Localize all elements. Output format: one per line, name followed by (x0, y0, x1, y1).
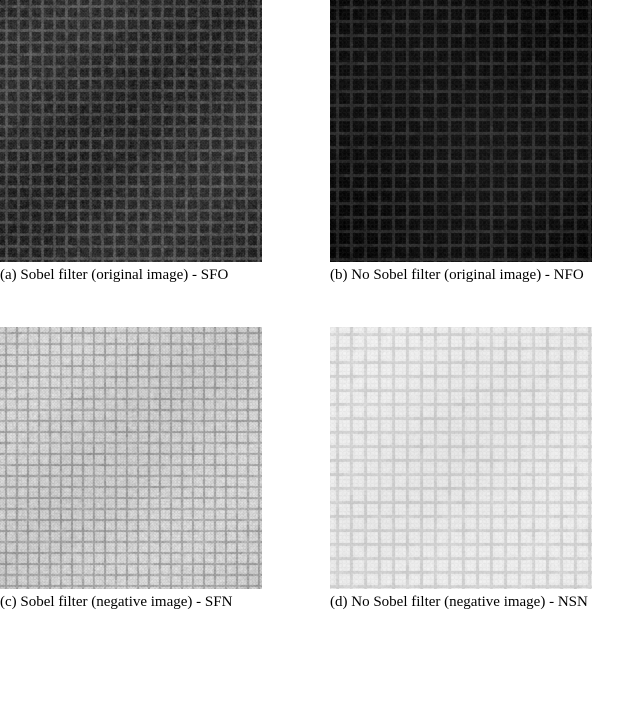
figure-row-1: (c) Sobel filter (negative image) - SFN … (0, 327, 640, 612)
caption-nsn: (d) No Sobel filter (negative image) - N… (330, 593, 610, 612)
figure-row-0: (a) Sobel filter (original image) - SFO … (0, 0, 640, 285)
figure-grid: (a) Sobel filter (original image) - SFO … (0, 0, 640, 612)
texture-nfo (330, 0, 592, 262)
figure-cell-sfo: (a) Sobel filter (original image) - SFO (0, 0, 280, 285)
texture-sfo (0, 0, 262, 262)
row-gap (0, 285, 640, 327)
texture-nsn (330, 327, 592, 589)
figure-cell-nfo: (b) No Sobel filter (original image) - N… (330, 0, 610, 285)
texture-sfn (0, 327, 262, 589)
caption-sfo: (a) Sobel filter (original image) - SFO (0, 266, 280, 285)
caption-nfo: (b) No Sobel filter (original image) - N… (330, 266, 610, 285)
figure-cell-sfn: (c) Sobel filter (negative image) - SFN (0, 327, 280, 612)
figure-cell-nsn: (d) No Sobel filter (negative image) - N… (330, 327, 610, 612)
caption-sfn: (c) Sobel filter (negative image) - SFN (0, 593, 280, 612)
